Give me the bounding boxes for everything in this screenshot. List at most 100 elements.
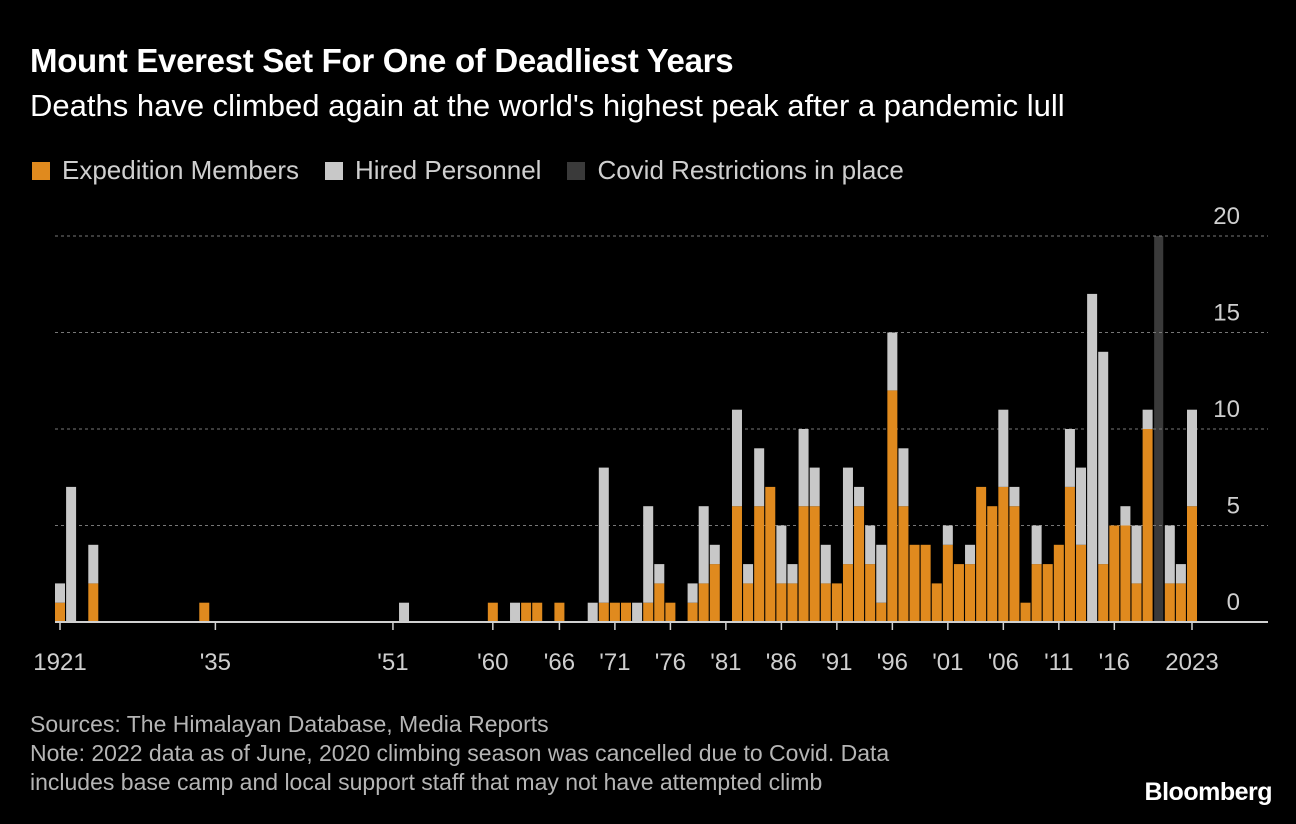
bar-hired <box>1175 564 1186 584</box>
bar-hired <box>842 467 853 565</box>
x-tick-label: '76 <box>655 649 686 676</box>
bar-expedition <box>1009 506 1020 622</box>
legend-label-hired: Hired Personnel <box>355 155 542 185</box>
bar-expedition <box>865 564 876 622</box>
bar-expedition <box>920 544 931 622</box>
bar-expedition <box>931 583 942 622</box>
chart-title: Mount Everest Set For One of Deadliest Y… <box>30 42 734 79</box>
bar-expedition <box>965 564 976 622</box>
bar-hired <box>942 525 953 545</box>
bar-hired <box>998 409 1009 487</box>
bar-expedition <box>1142 429 1153 622</box>
bar-hired <box>809 467 820 507</box>
bar-expedition <box>1076 544 1087 622</box>
bar-expedition <box>521 602 532 622</box>
legend-swatch-expedition <box>32 161 50 180</box>
bar-hired <box>876 544 887 603</box>
bar-expedition <box>743 583 754 622</box>
x-tick-label: 1921 <box>33 649 86 676</box>
x-tick-label: '86 <box>766 649 797 676</box>
covid-shaded-region <box>1154 236 1164 622</box>
bar-expedition <box>609 602 620 622</box>
legend: Expedition Members Hired Personnel Covid… <box>32 155 930 186</box>
bar-expedition <box>709 564 720 622</box>
bar-hired <box>1031 525 1042 565</box>
bar-hired <box>1087 293 1098 622</box>
note-text-2: includes base camp and local support sta… <box>30 769 823 795</box>
bar-hired <box>1098 351 1109 565</box>
bar-expedition <box>854 506 865 622</box>
bar-hired <box>798 429 809 507</box>
x-tick-label: 2023 <box>1165 649 1218 676</box>
bar-hired <box>965 544 976 565</box>
bar-hired <box>1120 506 1131 526</box>
bar-expedition <box>787 583 798 622</box>
bar-hired <box>820 544 831 584</box>
bar-expedition <box>987 506 998 622</box>
bar-expedition <box>754 506 765 622</box>
bar-expedition <box>665 602 676 622</box>
bar-hired <box>587 602 598 622</box>
bar-hired <box>731 409 742 507</box>
bar-expedition <box>1164 583 1175 622</box>
bar-hired <box>399 602 410 622</box>
bar-hired <box>776 525 787 584</box>
bar-hired <box>1164 525 1175 584</box>
bar-hired <box>654 564 665 584</box>
bloomberg-logo: Bloomberg <box>1144 778 1273 806</box>
bar-expedition <box>654 583 665 622</box>
bar-expedition <box>598 602 609 622</box>
bar-hired <box>898 448 909 507</box>
x-tick-label: '71 <box>599 649 630 676</box>
x-tick-label: '51 <box>377 649 408 676</box>
y-tick-label: 5 <box>1227 493 1240 520</box>
bar-hired <box>1064 429 1075 487</box>
legend-swatch-covid <box>567 161 586 180</box>
bar-hired <box>887 332 898 391</box>
y-tick-label: 10 <box>1213 396 1240 423</box>
y-tick-label: 20 <box>1213 203 1240 230</box>
legend-swatch-hired <box>325 161 343 180</box>
bar-expedition <box>1064 486 1075 622</box>
bar-hired <box>743 564 754 584</box>
bar-expedition <box>1187 506 1197 622</box>
legend-item-expedition: Expedition Members <box>32 155 299 186</box>
bar-hired <box>598 467 609 603</box>
x-tick-label: '11 <box>1044 649 1074 676</box>
bar-expedition <box>199 602 210 622</box>
bar-hired <box>854 486 865 507</box>
y-tick-label: 15 <box>1213 300 1240 327</box>
bar-expedition <box>809 506 820 622</box>
bar-expedition <box>876 602 887 622</box>
bar-expedition <box>532 602 543 622</box>
bar-hired <box>66 486 77 622</box>
footer: Sources: The Himalayan Database, Media R… <box>30 710 889 797</box>
bar-expedition <box>687 602 698 622</box>
bar-expedition <box>698 583 709 622</box>
bar-expedition <box>820 583 831 622</box>
bar-expedition <box>942 544 953 622</box>
bar-expedition <box>831 583 842 622</box>
bar-hired <box>643 506 654 603</box>
bar-hired <box>55 583 65 603</box>
bar-expedition <box>1031 564 1042 622</box>
bar-hired <box>510 602 521 622</box>
bar-hired <box>1187 409 1197 507</box>
bar-hired <box>1076 467 1087 545</box>
bar-hired <box>698 506 709 584</box>
legend-label-covid: Covid Restrictions in place <box>597 155 904 185</box>
bar-expedition <box>88 583 99 622</box>
bar-expedition <box>765 486 776 622</box>
bar-hired <box>1009 486 1020 507</box>
legend-item-hired: Hired Personnel <box>325 155 541 186</box>
bar-expedition <box>842 564 853 622</box>
bar-hired <box>1142 409 1153 429</box>
bar-expedition <box>887 390 898 622</box>
x-tick-label: '81 <box>710 649 741 676</box>
bar-expedition <box>731 506 742 622</box>
bar-expedition <box>798 506 809 622</box>
bar-hired <box>1131 525 1142 584</box>
bar-expedition <box>1109 525 1120 622</box>
bar-expedition <box>998 486 1009 622</box>
x-tick-label: '01 <box>932 649 963 676</box>
